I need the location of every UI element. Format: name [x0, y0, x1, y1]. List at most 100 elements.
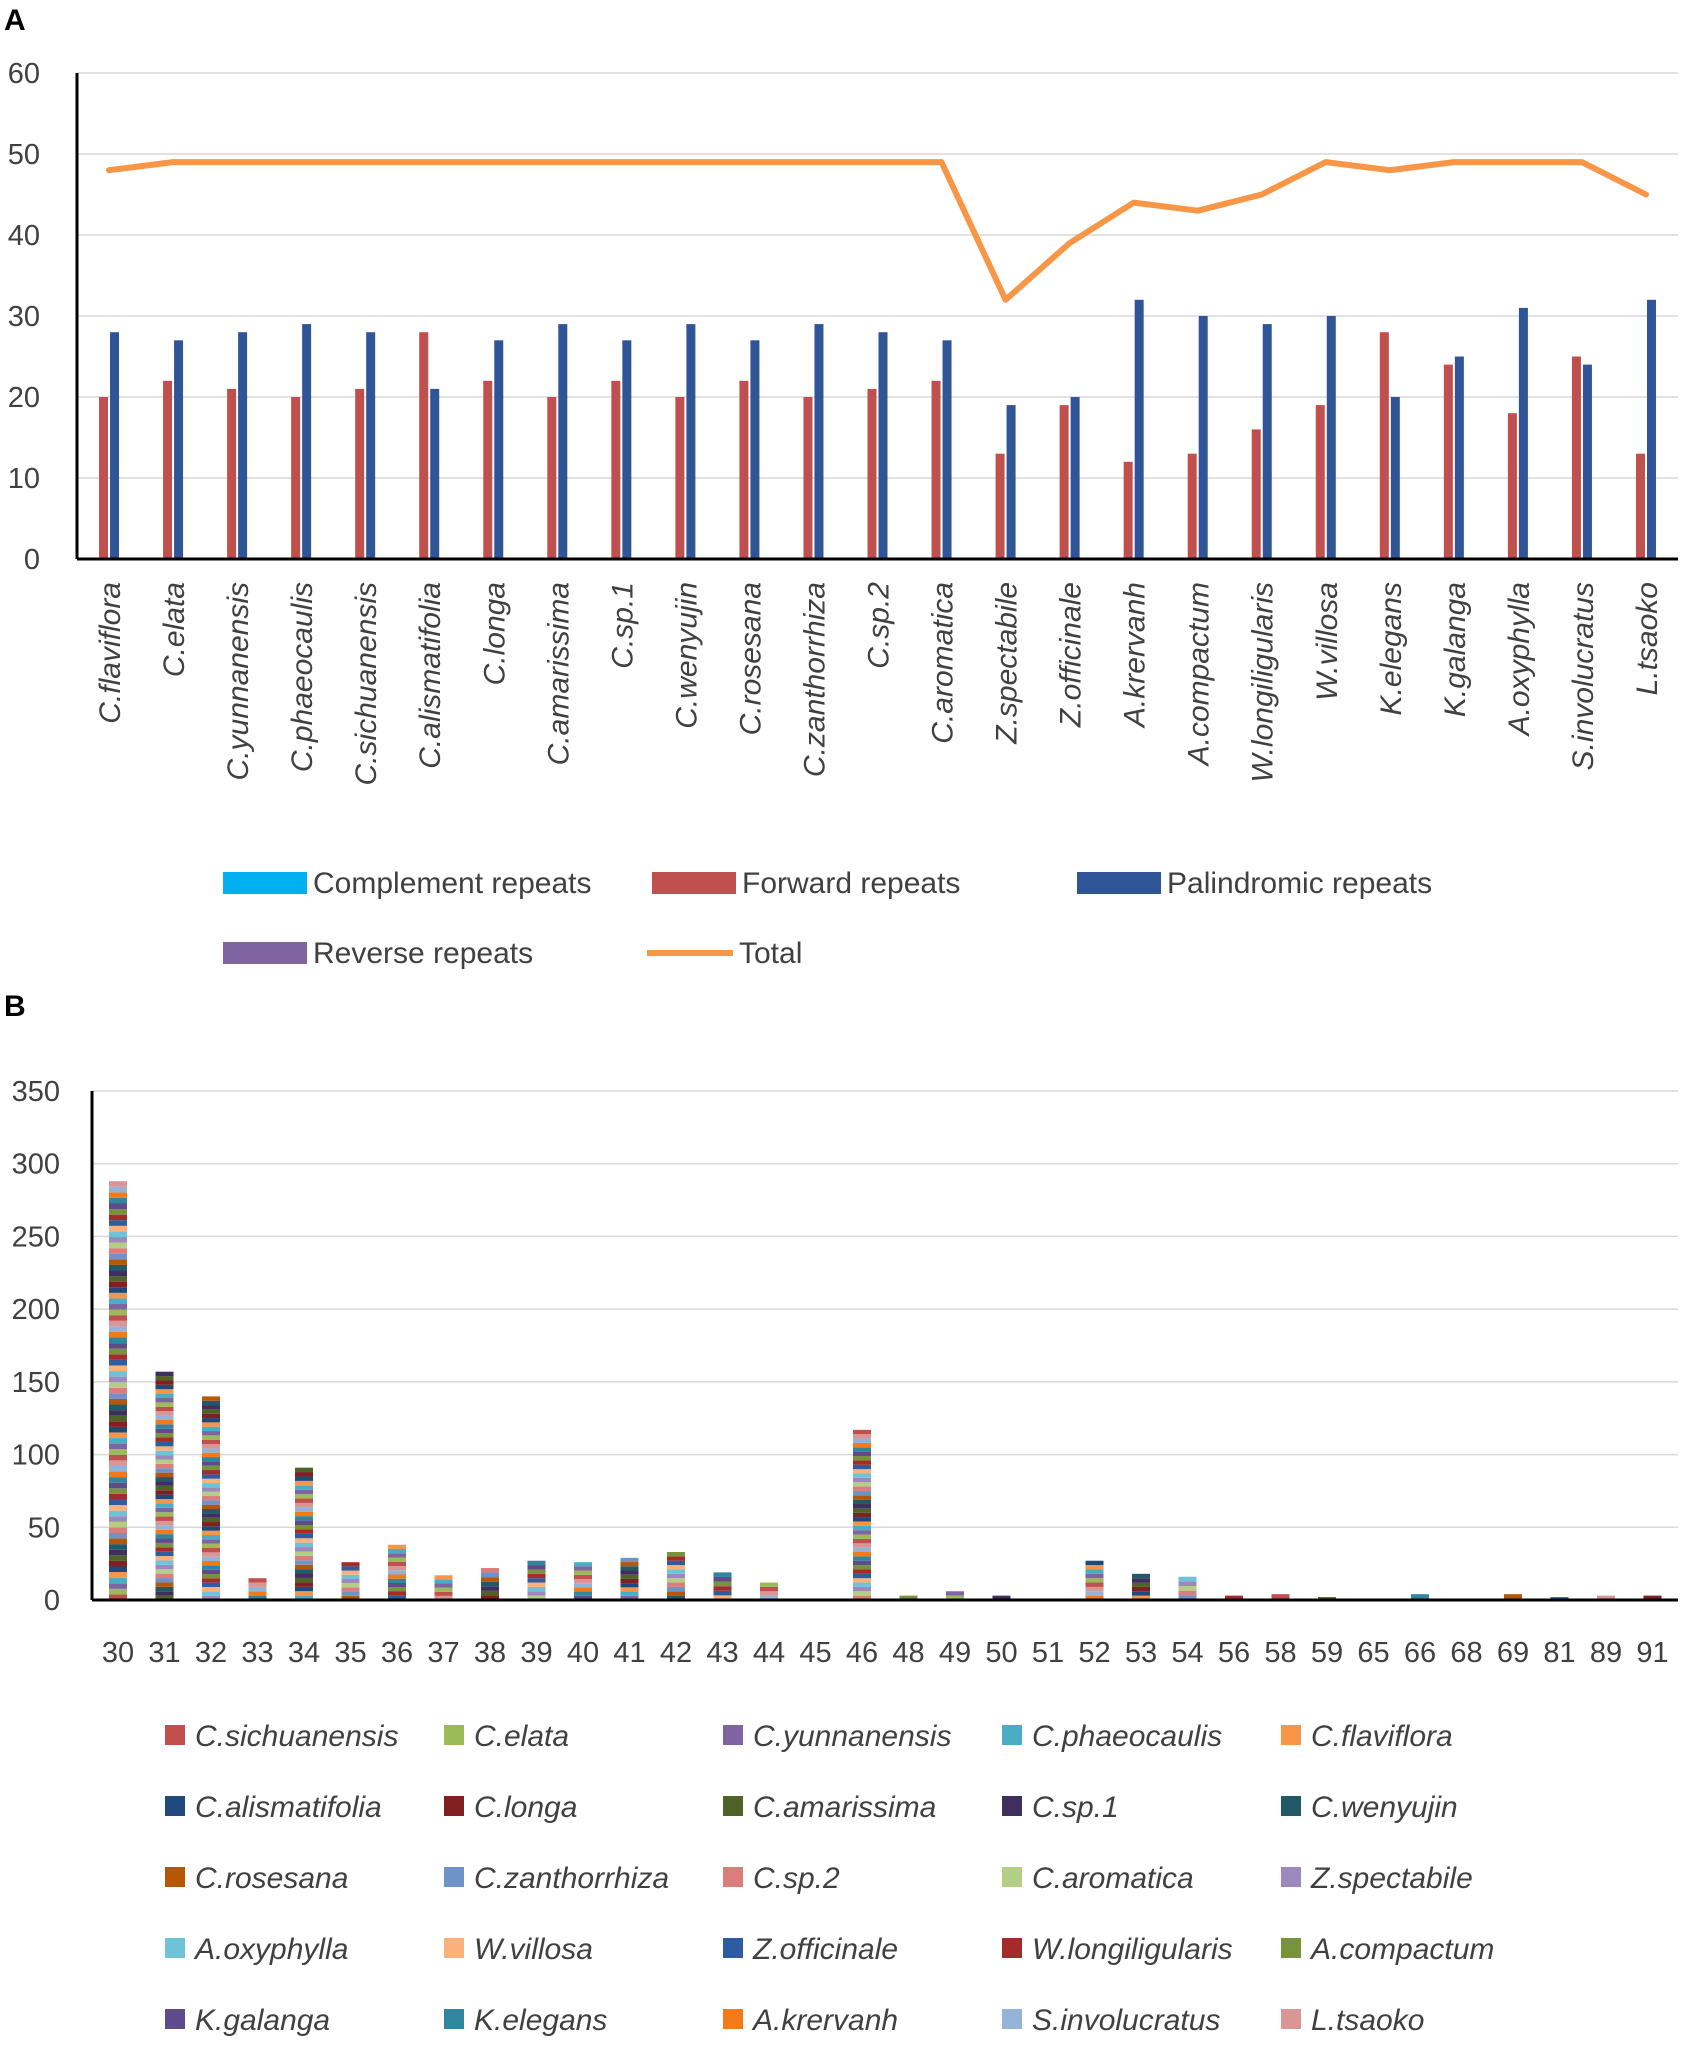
bar-forward-w-longiligularis [1251, 429, 1261, 559]
legend-label-l-tsaoko: L.tsaoko [1311, 2004, 1424, 2037]
stack-segment-32 [202, 1526, 220, 1531]
stack-segment-43 [713, 1586, 732, 1591]
stack-segment-30 [109, 1231, 127, 1238]
stack-segment-34 [295, 1529, 313, 1534]
x-category-label-a: K.galanga [1439, 582, 1472, 717]
stack-segment-32 [202, 1569, 220, 1575]
x-tick-label-b: 66 [1404, 1637, 1436, 1669]
stack-segment-30 [109, 1404, 127, 1411]
panel-label-a: A [4, 4, 26, 37]
stack-segment-34 [295, 1480, 313, 1486]
bar-palindromic-w-villosa [1326, 316, 1336, 559]
stack-segment-32 [202, 1500, 220, 1505]
stack-segment-32 [202, 1452, 220, 1458]
stack-segment-41 [620, 1595, 639, 1600]
stack-segment-31 [155, 1433, 174, 1438]
legend-swatch-c-sp-1 [1002, 1796, 1022, 1816]
stack-segment-41 [620, 1562, 639, 1567]
bar-forward-a-compactum [1187, 453, 1197, 559]
x-tick-label-b: 31 [148, 1637, 180, 1669]
y-tick-label-b: 100 [12, 1440, 60, 1472]
bar-forward-w-villosa [1315, 405, 1325, 559]
legend-label-c-yunnanensis: C.yunnanensis [753, 1720, 951, 1753]
stack-segment-32 [202, 1461, 220, 1466]
bar-palindromic-c-sp-1 [622, 340, 632, 559]
x-tick-label-b: 56 [1218, 1637, 1250, 1669]
stack-segment-31 [155, 1534, 174, 1539]
x-tick-label-b: 69 [1497, 1637, 1529, 1669]
legend-swatch-c-phaeocaulis [1002, 1725, 1022, 1745]
stack-segment-39 [527, 1586, 546, 1592]
y-tick-label-b: 200 [12, 1294, 60, 1326]
stack-segment-39 [527, 1569, 546, 1574]
stack-segment-31 [155, 1437, 174, 1442]
stack-segment-30 [109, 1203, 127, 1210]
x-category-label-a: S.involucratus [1567, 582, 1600, 770]
legend-swatch-a-oxyphylla [165, 1938, 185, 1958]
stack-segment-32 [202, 1496, 220, 1501]
bar-palindromic-z-officinale [1070, 397, 1080, 559]
stack-segment-52 [1085, 1565, 1104, 1570]
stack-segment-42 [667, 1573, 685, 1579]
stack-segment-32 [202, 1509, 220, 1514]
legend-swatch-c-wenyujin [1281, 1796, 1301, 1816]
stack-segment-30 [109, 1516, 127, 1522]
legend-label-complement-repeats: Complement repeats [313, 867, 591, 900]
stack-segment-32 [202, 1431, 220, 1436]
stack-segment-43 [713, 1595, 732, 1600]
x-category-label-a: Z.officinale [1055, 582, 1088, 728]
x-category-label-a: C.elata [158, 582, 191, 677]
stack-segment-31 [155, 1542, 174, 1548]
stack-segment-30 [109, 1588, 127, 1595]
legend-label-c-zanthorrhiza: C.zanthorrhiza [474, 1862, 669, 1895]
stack-segment-48 [899, 1595, 918, 1600]
stack-segment-30 [109, 1398, 127, 1405]
legend-swatch-z-officinale [723, 1938, 743, 1958]
stack-segment-43 [713, 1581, 732, 1587]
stack-segment-33 [248, 1595, 267, 1600]
stack-segment-30 [109, 1421, 127, 1427]
stack-segment-42 [667, 1578, 685, 1583]
stack-segment-31 [155, 1525, 174, 1530]
stack-segment-30 [109, 1248, 127, 1254]
stack-segment-32 [202, 1491, 220, 1497]
bar-palindromic-c-sp-2 [878, 332, 888, 559]
stack-segment-31 [155, 1415, 174, 1420]
stack-segment-31 [155, 1578, 174, 1583]
stack-segment-30 [109, 1432, 127, 1439]
y-tick-label-b: 50 [28, 1512, 60, 1544]
stack-segment-31 [155, 1564, 174, 1570]
chart-b: 0 50 100 150 200 250 300 350 30 31 32 33 34 35 36 37 38 3… [12, 1076, 1678, 1669]
stack-segment-30 [109, 1544, 127, 1550]
stack-segment-46 [853, 1499, 871, 1505]
bar-forward-c-rosesana [739, 380, 749, 559]
stack-segment-37 [434, 1591, 453, 1596]
x-category-label-a: L.tsaoko [1631, 582, 1664, 695]
stack-segment-30 [109, 1566, 127, 1573]
stack-segment-46 [853, 1508, 871, 1513]
stack-segment-35 [341, 1574, 360, 1579]
stack-segment-31 [155, 1516, 174, 1521]
stack-segment-30 [109, 1209, 127, 1215]
stack-segment-30 [109, 1538, 127, 1545]
stack-segment-35 [341, 1595, 360, 1600]
stack-segment-38 [481, 1572, 499, 1578]
legend-swatch-c-alismatifolia [165, 1796, 185, 1816]
chart-a: 0 10 20 30 40 50 60 C.flaviflora C.elata C.yunnan… [8, 58, 1678, 785]
bar-forward-c-sichuanensis [355, 388, 365, 559]
stack-segment-46 [853, 1456, 871, 1461]
stack-segment-41 [620, 1574, 639, 1579]
stack-segment-46 [853, 1429, 871, 1435]
bar-forward-c-flaviflora [99, 397, 109, 559]
stack-segment-52 [1085, 1560, 1104, 1566]
stack-segment-30 [109, 1292, 127, 1299]
stack-segment-42 [667, 1582, 685, 1587]
stack-segment-30 [109, 1382, 127, 1388]
y-tick-label-b: 350 [12, 1076, 60, 1108]
stack-segment-31 [155, 1529, 174, 1535]
x-tick-label-b: 89 [1590, 1637, 1622, 1669]
legend-a: Complement repeats Forward repeats Palindr… [223, 867, 1432, 970]
stack-segment-30 [109, 1493, 127, 1500]
stack-segment-46 [853, 1460, 871, 1465]
stack-segment-35 [341, 1583, 360, 1588]
